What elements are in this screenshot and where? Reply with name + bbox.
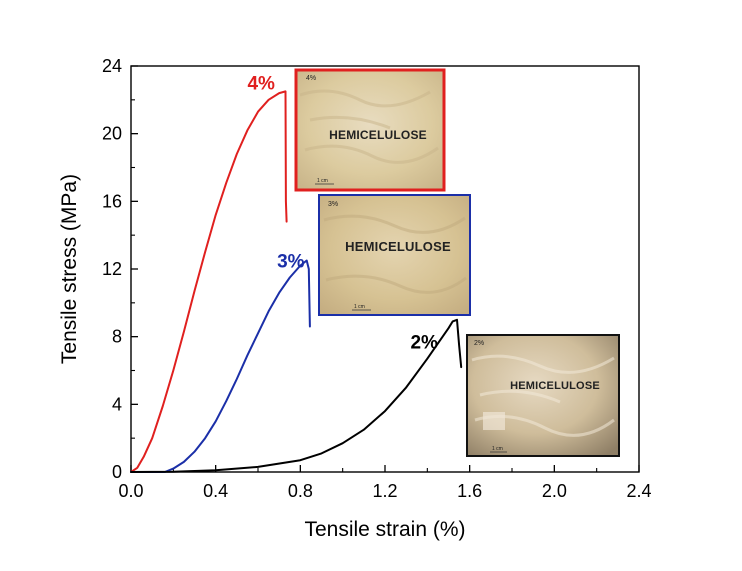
y-axis-ticks: 0 4 8 12 16 20 24 [102,56,138,482]
x-axis-ticks: 0.0 0.4 0.8 1.2 1.6 2.0 2.4 [118,465,652,501]
x-tick-label: 1.6 [457,481,482,501]
x-tick-label: 2.0 [542,481,567,501]
series-line-3pct [130,259,311,473]
y-axis-title: Tensile stress (MPa) [58,174,81,364]
inset-photo-3pct: 3% HEMICELULOSE 1 cm [318,194,471,316]
y-tick-label: 8 [112,327,122,347]
y-tick-label: 0 [112,462,122,482]
x-tick-label: 2.4 [626,481,651,501]
x-tick-label: 0.0 [118,481,143,501]
inset-photo-3pct-pct: 3% [328,201,338,208]
series-label-4pct: 4% [247,74,275,95]
inset-photo-4pct-texture [299,89,439,164]
y-tick-label: 12 [102,259,122,279]
x-tick-label: 0.8 [288,481,313,501]
series-label-2pct: 2% [410,333,438,354]
inset-photo-4pct-caption: HEMICELULOSE [329,128,427,142]
series-line-4pct [130,90,288,473]
series-label-3pct: 3% [277,251,305,272]
inset-photo-2pct-highlight [483,412,505,430]
inset-photo-2pct-pct: 2% [474,340,484,347]
inset-photo-2pct-scale-label: 1 cm [492,446,503,452]
inset-photo-2pct-caption: HEMICELULOSE [510,380,600,392]
inset-photo-3pct-texture [323,214,467,294]
inset-photo-4pct: 4% HEMICELULOSE 1 cm [294,68,446,192]
y-tick-label: 24 [102,56,122,76]
series-line-2pct [130,318,463,473]
inset-photo-4pct-pct: 4% [306,75,316,82]
y-tick-label: 4 [112,394,122,414]
inset-photo-4pct-scale-label: 1 cm [317,178,328,184]
y-tick-label: 20 [102,124,122,144]
x-axis-title: Tensile strain (%) [304,518,465,541]
inset-photo-3pct-caption: HEMICELULOSE [345,239,451,254]
inset-photo-2pct: 2% HEMICELULOSE 1 cm [466,334,620,457]
series-layer [130,90,463,473]
x-tick-label: 0.4 [203,481,228,501]
annotation-layer: 4% 3% 2% [247,74,438,354]
x-tick-label: 1.2 [372,481,397,501]
inset-photo-3pct-frame [318,194,471,316]
y-tick-label: 16 [102,191,122,211]
inset-photo-3pct-scale-label: 1 cm [354,304,365,310]
